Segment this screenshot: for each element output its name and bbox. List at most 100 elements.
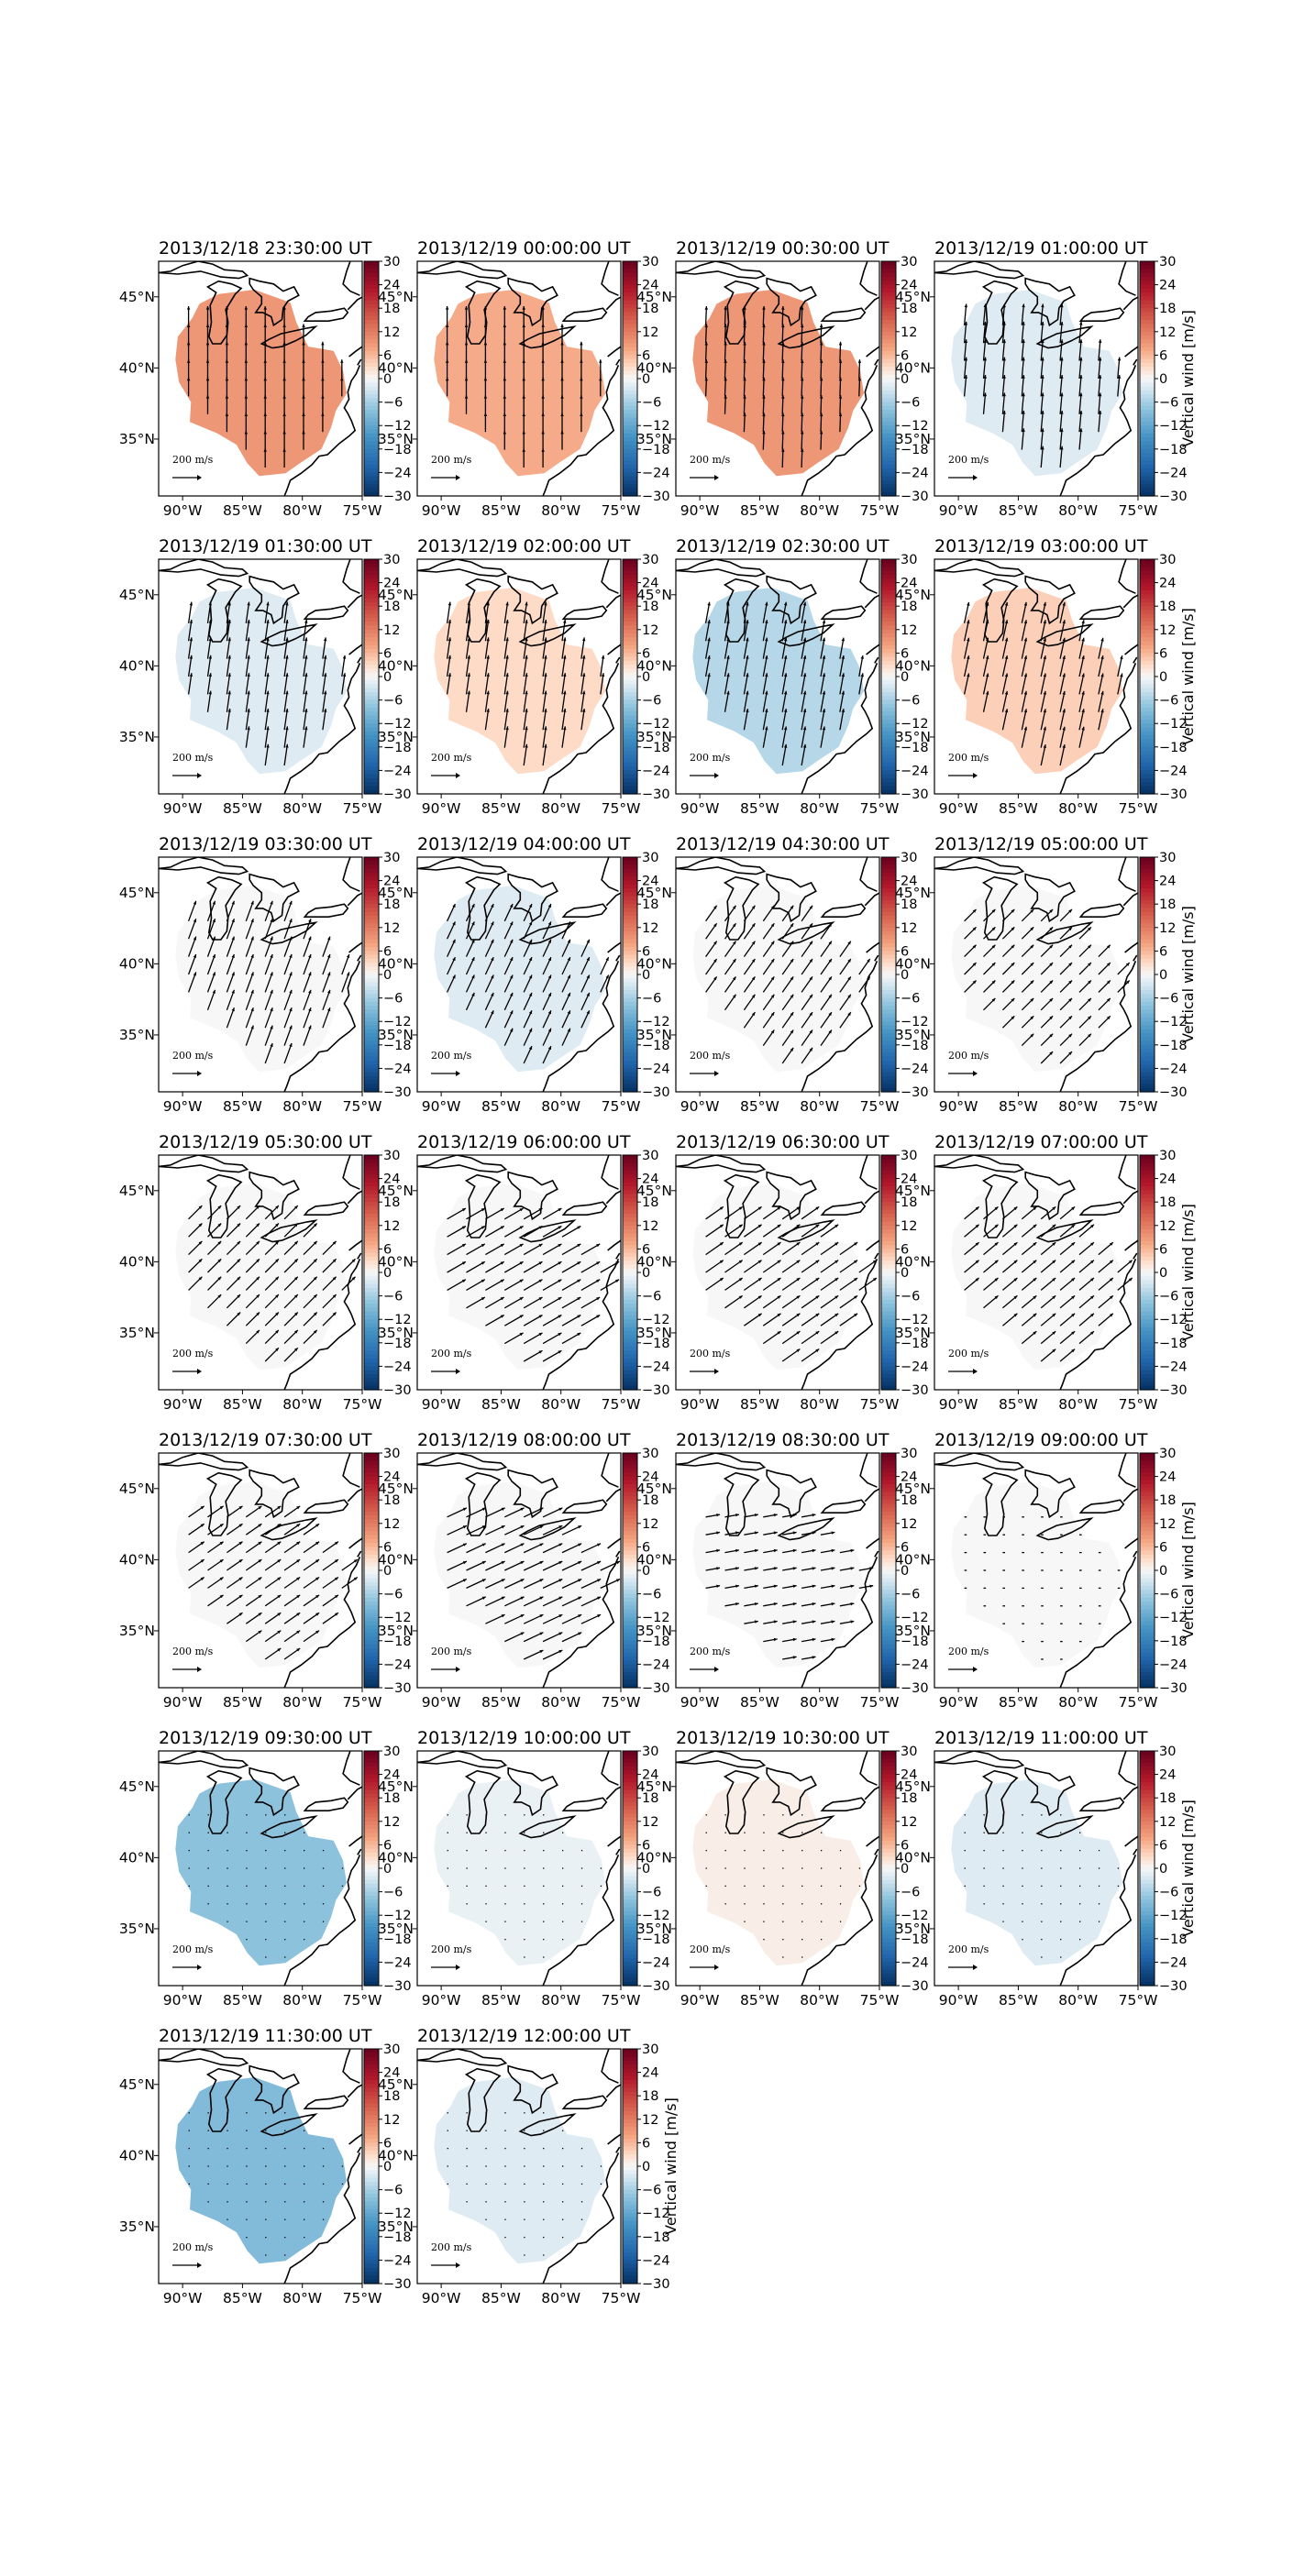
colorbar-segment — [623, 1056, 637, 1062]
colorbar-segment — [881, 954, 896, 960]
wind-vector — [801, 655, 806, 677]
colorbar-segment — [364, 575, 379, 579]
coastline — [866, 941, 879, 953]
wind-vector-head — [713, 905, 717, 909]
colorbar-segment — [881, 1593, 896, 1599]
colorbar-tick-label: −18 — [1159, 443, 1188, 457]
colorbar-segment — [364, 1087, 379, 1093]
wind-vector-head — [854, 1260, 858, 1264]
wind-vector — [503, 1225, 524, 1238]
colorbar-segment — [1140, 1519, 1155, 1525]
wind-vector-head — [850, 1620, 855, 1624]
colorbar-segment — [364, 362, 379, 368]
colorbar-segment — [881, 982, 896, 987]
wind-vector — [963, 375, 967, 397]
wind-vector-head — [296, 1613, 301, 1616]
lat-tick-label: 45°N — [378, 1778, 414, 1795]
wind-vector-head — [452, 974, 456, 979]
colorbar-segment — [881, 1225, 896, 1230]
colorbar-segment — [623, 1049, 637, 1053]
colorbar-segment — [623, 1629, 637, 1634]
wind-vector-head — [850, 1567, 855, 1570]
colorbar-segment — [623, 1276, 637, 1282]
wind-vector — [264, 673, 270, 695]
wind-vector-head — [247, 637, 250, 642]
colorbar-tick-label: 24 — [642, 1470, 658, 1485]
colorbar-segment — [1140, 688, 1155, 693]
wind-vector — [264, 953, 273, 975]
colorbar-segment — [364, 719, 379, 724]
wind-vector-head — [1049, 944, 1054, 949]
colorbar-segment — [364, 939, 379, 944]
colorbar-tick-label: 24 — [1159, 875, 1176, 889]
colorbar-segment — [1140, 868, 1155, 874]
lon-tick-label: 75°W — [860, 1098, 900, 1115]
wind-vector-head — [212, 954, 216, 958]
wind-vector-head — [1052, 1331, 1056, 1335]
colorbar-segment — [1140, 1605, 1155, 1611]
colorbar-segment — [881, 272, 896, 278]
wind-vector-head — [256, 1329, 260, 1334]
colorbar-segment — [1140, 315, 1155, 321]
colorbar-segment — [623, 939, 637, 944]
colorbar-segment — [364, 1283, 379, 1289]
colorbar-segment — [623, 1268, 637, 1273]
wind-vector-head — [231, 919, 235, 923]
colorbar-segment — [1140, 1558, 1155, 1564]
wind-vector-head — [270, 900, 273, 905]
colorbar-segment — [881, 1648, 896, 1654]
colorbar-segment — [623, 958, 637, 963]
wind-vector — [1078, 339, 1082, 361]
colorbar-segment — [1140, 692, 1155, 697]
colorbar-segment — [1140, 1166, 1155, 1172]
colorbar-tick-label: −18 — [901, 741, 929, 755]
colorbar-segment — [364, 1013, 379, 1018]
colorbar-segment — [364, 692, 379, 697]
colorbar-segment — [1140, 758, 1155, 764]
colorbar-segment — [1140, 1633, 1155, 1638]
lake-outline — [260, 325, 318, 349]
colorbar-segment — [623, 1981, 637, 1987]
colorbar-segment — [1140, 1202, 1155, 1207]
wind-vector — [446, 637, 451, 659]
wind-vector-head — [519, 1226, 524, 1229]
colorbar-segment — [364, 1786, 379, 1791]
colorbar-segment — [623, 703, 637, 709]
wind-vector-head — [217, 1276, 222, 1281]
colorbar-tick-label: 12 — [642, 1219, 658, 1234]
wind-vector-head — [244, 324, 249, 327]
colorbar-segment — [364, 739, 379, 744]
wind-vector-head — [983, 392, 987, 397]
wind-vector-head — [263, 324, 267, 327]
colorbar-segment — [881, 575, 896, 579]
wind-vector-head — [1081, 637, 1085, 642]
colorbar-segment — [623, 1190, 637, 1195]
wind-vector-head — [219, 1524, 224, 1527]
wind-vector — [466, 1560, 486, 1571]
colorbar-tick-label: 6 — [1159, 646, 1167, 661]
wind-vector-head — [746, 655, 749, 659]
wind-vector-head — [1062, 744, 1066, 748]
wind-vector-head — [815, 1331, 820, 1335]
colorbar-tick-label: −24 — [642, 1955, 670, 1970]
lat-tick-label: 40°N — [378, 955, 414, 972]
wind-vector — [781, 601, 787, 623]
wind-vector-head — [781, 430, 785, 435]
colorbar-segment — [1140, 303, 1155, 309]
colorbar-segment — [1140, 939, 1155, 944]
wind-vector-head — [263, 359, 267, 363]
lon-tick-label: 80°W — [800, 800, 839, 817]
colorbar-segment — [881, 1033, 896, 1038]
colorbar-segment — [364, 1049, 379, 1053]
wind-vector — [839, 1277, 858, 1291]
colorbar-segment — [1140, 711, 1155, 717]
colorbar-segment — [623, 1480, 637, 1485]
colorbar-tick-label: 0 — [383, 1564, 392, 1579]
wind-vector — [245, 655, 250, 677]
colorbar-tick-label: 0 — [642, 670, 650, 685]
wind-vector-head — [809, 941, 812, 945]
wind-vector-head — [1033, 1313, 1037, 1317]
colorbar-segment — [881, 947, 896, 952]
coastline — [859, 1453, 878, 1488]
